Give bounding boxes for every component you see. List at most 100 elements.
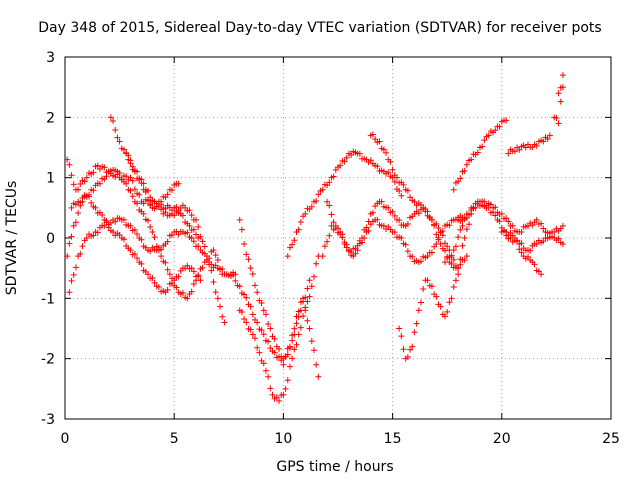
data-point bbox=[555, 90, 562, 97]
data-point bbox=[341, 158, 348, 165]
data-point bbox=[291, 331, 298, 338]
data-point bbox=[437, 241, 444, 248]
data-point bbox=[533, 142, 540, 149]
data-point bbox=[428, 249, 435, 256]
data-point bbox=[540, 138, 547, 145]
data-point bbox=[308, 203, 315, 210]
data-point bbox=[136, 191, 143, 198]
data-point bbox=[463, 161, 470, 168]
data-point bbox=[503, 232, 510, 239]
data-point bbox=[396, 325, 403, 332]
y-tick-label: 1 bbox=[46, 171, 55, 187]
data-point bbox=[540, 225, 547, 232]
data-point bbox=[343, 241, 350, 248]
data-point bbox=[328, 211, 335, 218]
data-point bbox=[359, 235, 366, 241]
data-point bbox=[500, 228, 507, 235]
data-point bbox=[210, 278, 217, 285]
data-point bbox=[315, 191, 322, 198]
data-point bbox=[241, 241, 248, 248]
data-point bbox=[149, 228, 156, 235]
data-point bbox=[286, 363, 293, 370]
data-point bbox=[169, 232, 176, 239]
y-tick-label: -1 bbox=[41, 291, 55, 307]
data-point bbox=[415, 210, 422, 217]
data-point bbox=[518, 228, 525, 235]
data-point bbox=[330, 173, 337, 180]
data-point bbox=[184, 229, 191, 236]
data-point bbox=[197, 277, 204, 284]
data-point bbox=[337, 162, 344, 169]
data-point bbox=[455, 234, 462, 241]
data-point bbox=[236, 216, 243, 223]
data-point bbox=[463, 226, 470, 233]
data-point bbox=[297, 324, 304, 331]
data-point bbox=[409, 343, 416, 350]
data-point bbox=[518, 240, 525, 247]
data-point bbox=[230, 271, 237, 278]
data-point bbox=[389, 166, 396, 173]
data-point bbox=[420, 285, 427, 292]
data-point bbox=[155, 283, 162, 290]
data-point bbox=[367, 157, 374, 164]
data-point bbox=[201, 243, 208, 250]
data-point bbox=[70, 222, 77, 229]
data-point bbox=[131, 168, 138, 175]
data-point bbox=[474, 149, 481, 156]
data-point bbox=[79, 243, 86, 250]
series-sat-n bbox=[396, 210, 475, 362]
data-point bbox=[289, 241, 296, 248]
x-tick-label: 10 bbox=[274, 431, 292, 447]
data-point bbox=[492, 204, 499, 211]
data-point bbox=[284, 377, 291, 384]
data-point bbox=[195, 243, 202, 250]
data-point bbox=[127, 174, 134, 181]
data-point bbox=[339, 234, 346, 241]
data-point bbox=[260, 307, 267, 314]
data-point bbox=[516, 246, 523, 253]
data-point bbox=[179, 289, 186, 296]
data-point bbox=[201, 250, 208, 257]
data-point bbox=[516, 146, 523, 153]
data-point bbox=[92, 204, 99, 211]
data-point bbox=[276, 353, 283, 360]
data-point bbox=[411, 198, 418, 205]
data-point bbox=[457, 256, 464, 263]
data-point bbox=[90, 187, 97, 194]
data-point bbox=[446, 222, 453, 229]
data-point bbox=[173, 284, 180, 291]
data-point bbox=[553, 114, 560, 121]
data-point bbox=[372, 136, 379, 143]
data-point bbox=[369, 209, 376, 216]
series-sat-t bbox=[551, 72, 566, 127]
data-point bbox=[195, 273, 202, 280]
data-point bbox=[86, 193, 93, 200]
data-point bbox=[249, 331, 256, 338]
data-point bbox=[546, 132, 553, 139]
x-axis-label: GPS time / hours bbox=[276, 459, 393, 475]
data-point bbox=[278, 357, 285, 364]
data-point bbox=[254, 289, 261, 296]
data-point bbox=[68, 172, 75, 179]
data-point bbox=[450, 247, 457, 254]
chart-title: Day 348 of 2015, Sidereal Day-to-day VTE… bbox=[38, 20, 601, 36]
data-point bbox=[127, 222, 134, 229]
data-point bbox=[252, 335, 259, 342]
data-point bbox=[260, 360, 267, 367]
data-point bbox=[193, 231, 200, 238]
data-point bbox=[238, 309, 245, 316]
data-point bbox=[557, 98, 564, 105]
data-point bbox=[455, 216, 462, 223]
data-point bbox=[348, 152, 355, 159]
data-point bbox=[310, 273, 317, 280]
data-point bbox=[158, 206, 165, 213]
data-point bbox=[450, 186, 457, 193]
data-point bbox=[267, 325, 274, 332]
data-point bbox=[455, 265, 462, 272]
data-point bbox=[188, 288, 195, 295]
data-point bbox=[404, 220, 411, 227]
data-point bbox=[363, 224, 370, 231]
data-point bbox=[162, 209, 169, 216]
data-point bbox=[555, 235, 562, 242]
data-point bbox=[70, 271, 77, 278]
